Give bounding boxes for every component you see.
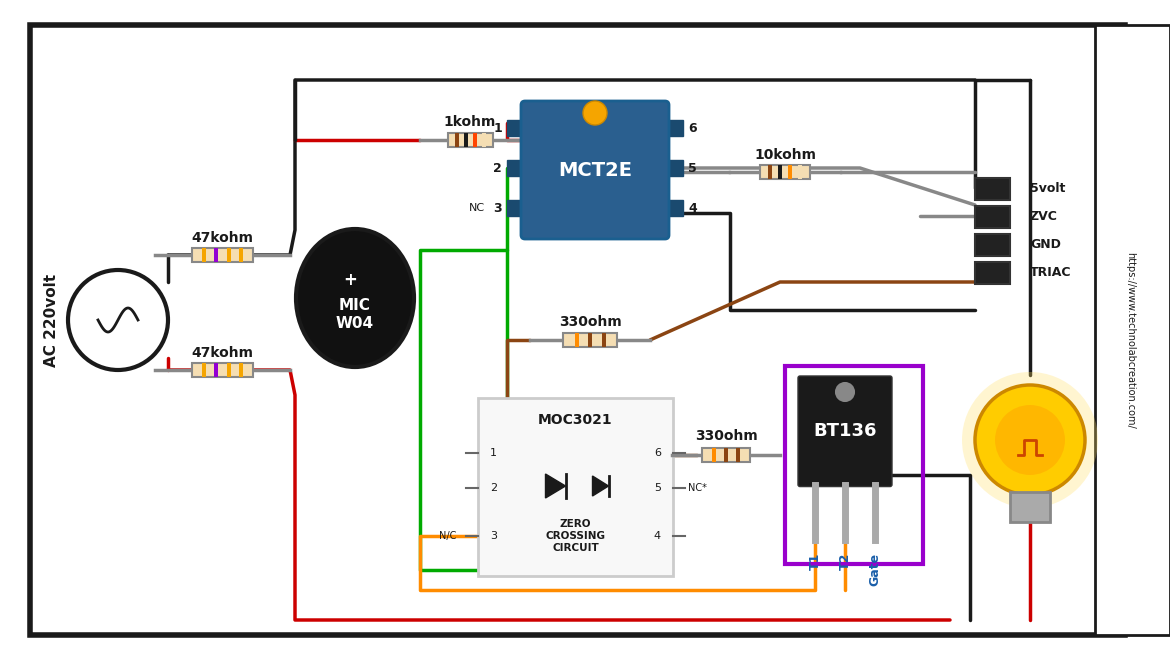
Bar	[702, 448, 750, 462]
Text: T1: T1	[808, 553, 821, 570]
Polygon shape	[592, 476, 608, 496]
Circle shape	[68, 270, 168, 370]
Bar	[711, 448, 716, 462]
Bar	[454, 133, 459, 147]
Bar	[601, 333, 606, 347]
Text: MIC: MIC	[339, 299, 371, 313]
Bar	[589, 333, 592, 347]
Text: N/C: N/C	[439, 531, 456, 541]
Bar	[214, 248, 219, 262]
Bar	[1095, 25, 1170, 635]
Bar	[563, 333, 617, 347]
Bar	[473, 133, 476, 147]
Bar	[202, 363, 206, 377]
Bar	[975, 206, 1010, 228]
Text: BT136: BT136	[813, 422, 876, 440]
Text: ZVC: ZVC	[1030, 211, 1058, 224]
Bar	[760, 165, 810, 179]
Text: TRIAC: TRIAC	[1030, 266, 1072, 280]
Text: 330ohm: 330ohm	[558, 315, 621, 329]
Text: 2: 2	[494, 161, 502, 174]
Bar	[202, 248, 206, 262]
Text: 6: 6	[654, 448, 661, 458]
Bar	[482, 133, 486, 147]
Bar	[975, 262, 1010, 284]
Text: Gate: Gate	[868, 553, 881, 586]
Ellipse shape	[296, 229, 414, 367]
Bar	[1010, 492, 1049, 522]
Text: ZERO
CROSSING
CIRCUIT: ZERO CROSSING CIRCUIT	[545, 519, 606, 553]
Text: 1kohm: 1kohm	[443, 115, 496, 129]
Bar	[778, 165, 782, 179]
Circle shape	[837, 383, 854, 401]
Bar	[192, 248, 253, 262]
Text: 3: 3	[494, 201, 502, 215]
Bar	[665, 120, 683, 136]
FancyBboxPatch shape	[798, 376, 892, 486]
Text: NC: NC	[469, 203, 486, 213]
Bar	[665, 200, 683, 216]
Bar	[665, 160, 683, 176]
Bar	[239, 248, 242, 262]
Text: 5: 5	[654, 483, 661, 493]
Bar	[736, 448, 741, 462]
Text: 1: 1	[490, 448, 497, 458]
Text: 47kohm: 47kohm	[191, 346, 253, 360]
Text: 10kohm: 10kohm	[753, 148, 815, 162]
Text: AC 220volt: AC 220volt	[44, 274, 60, 367]
Bar	[507, 160, 525, 176]
Bar	[192, 363, 253, 377]
Text: 5volt: 5volt	[1030, 182, 1066, 195]
Text: MOC3021: MOC3021	[538, 413, 613, 427]
Text: https://www.technolabcreation.com/: https://www.technolabcreation.com/	[1126, 251, 1135, 428]
Bar	[574, 333, 578, 347]
Text: W04: W04	[336, 316, 374, 332]
Text: 5: 5	[688, 161, 697, 174]
Bar	[214, 363, 219, 377]
Bar	[769, 165, 772, 179]
Bar	[787, 165, 792, 179]
Text: 4: 4	[654, 531, 661, 541]
Text: 3: 3	[490, 531, 497, 541]
Bar	[507, 120, 525, 136]
Bar	[227, 363, 230, 377]
Text: 1: 1	[494, 122, 502, 134]
FancyBboxPatch shape	[521, 101, 669, 239]
Text: 2: 2	[490, 483, 497, 493]
Bar	[463, 133, 468, 147]
Text: 330ohm: 330ohm	[695, 429, 757, 443]
Bar	[798, 165, 801, 179]
Text: 4: 4	[688, 201, 697, 215]
Text: MCT2E: MCT2E	[558, 161, 632, 180]
Text: T2: T2	[839, 553, 852, 570]
Bar	[479, 398, 673, 576]
Bar	[975, 234, 1010, 256]
Text: 47kohm: 47kohm	[191, 231, 253, 245]
Bar	[507, 200, 525, 216]
Bar	[724, 448, 728, 462]
Bar	[447, 133, 493, 147]
Bar	[975, 178, 1010, 200]
Circle shape	[975, 385, 1085, 495]
Circle shape	[994, 405, 1065, 475]
Text: +: +	[343, 271, 357, 289]
Bar	[785, 366, 923, 564]
Circle shape	[962, 372, 1097, 508]
Text: 6: 6	[688, 122, 696, 134]
Text: GND: GND	[1030, 238, 1061, 251]
Circle shape	[583, 101, 607, 125]
Text: NC*: NC*	[688, 483, 707, 493]
Bar	[239, 363, 242, 377]
Bar	[227, 248, 230, 262]
Polygon shape	[545, 474, 565, 498]
